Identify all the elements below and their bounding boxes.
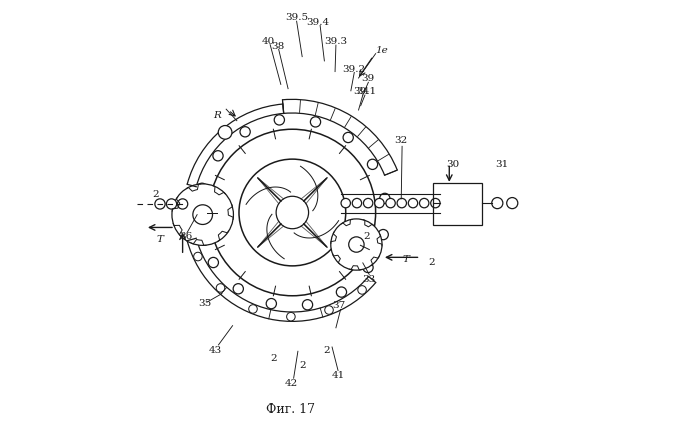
Text: 41: 41: [331, 370, 344, 380]
Circle shape: [274, 115, 284, 126]
Circle shape: [266, 299, 276, 309]
Circle shape: [492, 198, 503, 209]
Circle shape: [178, 199, 188, 210]
Text: 31: 31: [496, 159, 509, 169]
Circle shape: [331, 219, 382, 271]
Circle shape: [310, 118, 321, 128]
Circle shape: [358, 286, 366, 294]
Circle shape: [248, 305, 258, 314]
Circle shape: [213, 151, 223, 161]
Text: T: T: [157, 234, 163, 243]
Circle shape: [408, 199, 418, 208]
Circle shape: [167, 199, 176, 210]
Circle shape: [325, 306, 333, 314]
Circle shape: [419, 199, 429, 208]
Text: 42: 42: [285, 378, 298, 387]
Circle shape: [374, 199, 384, 208]
Text: 39.1: 39.1: [354, 87, 377, 96]
Circle shape: [172, 184, 233, 246]
Circle shape: [343, 133, 354, 143]
Text: 2: 2: [364, 232, 370, 241]
Text: 2: 2: [300, 360, 307, 369]
Circle shape: [430, 199, 440, 208]
Text: T: T: [402, 254, 409, 264]
Circle shape: [352, 199, 362, 208]
Text: R: R: [213, 110, 220, 120]
Circle shape: [216, 284, 225, 293]
Bar: [433, 183, 482, 226]
Text: 43: 43: [209, 345, 222, 354]
Circle shape: [194, 253, 202, 261]
Text: 33: 33: [363, 274, 376, 284]
Text: 39.2: 39.2: [343, 64, 366, 74]
Circle shape: [286, 313, 295, 321]
Circle shape: [197, 184, 207, 194]
Text: 2: 2: [153, 189, 159, 199]
Text: 39.3: 39.3: [324, 37, 347, 46]
Text: 30: 30: [447, 159, 460, 169]
Circle shape: [155, 199, 165, 210]
Circle shape: [507, 198, 518, 209]
Text: 35: 35: [198, 298, 211, 307]
Circle shape: [397, 199, 407, 208]
Text: 40: 40: [261, 37, 274, 46]
Text: Фиг. 17: Фиг. 17: [266, 403, 315, 415]
Circle shape: [341, 199, 351, 208]
Circle shape: [378, 230, 388, 240]
Circle shape: [363, 199, 373, 208]
Text: 2: 2: [323, 345, 330, 354]
Circle shape: [302, 300, 313, 310]
Text: 39: 39: [362, 74, 375, 83]
Text: 36: 36: [179, 232, 193, 241]
Circle shape: [379, 194, 390, 204]
Text: 37: 37: [332, 300, 346, 309]
Circle shape: [233, 284, 244, 294]
Circle shape: [363, 263, 373, 273]
Text: 32: 32: [395, 136, 408, 145]
Circle shape: [195, 224, 205, 234]
Text: 2: 2: [270, 353, 276, 363]
Circle shape: [336, 287, 346, 297]
Circle shape: [208, 258, 218, 268]
Circle shape: [386, 199, 396, 208]
Circle shape: [240, 127, 251, 138]
Text: 2: 2: [428, 257, 435, 267]
Circle shape: [368, 160, 377, 170]
Circle shape: [218, 126, 232, 140]
Text: 1e: 1e: [376, 46, 389, 55]
Text: 38: 38: [271, 42, 284, 52]
Text: 34: 34: [356, 87, 370, 96]
Text: 39.4: 39.4: [307, 17, 330, 27]
Text: 39.5: 39.5: [285, 12, 308, 22]
